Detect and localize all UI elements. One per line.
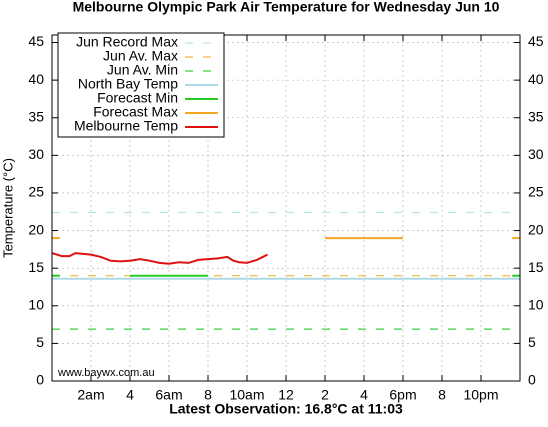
x-tick-label: 4 [360, 387, 368, 403]
x-axis-label: Latest Observation: 16.8°C at 11:03 [169, 401, 403, 417]
legend-label: Forecast Min [97, 90, 178, 106]
y2-tick-label: 25 [528, 184, 544, 200]
y-tick-label: 40 [28, 71, 44, 87]
x-tick-label: 10pm [463, 387, 498, 403]
y2-tick-label: 45 [528, 33, 544, 49]
plot-frame [51, 34, 521, 382]
y-tick-label: 45 [28, 33, 44, 49]
legend-label: Jun Av. Max [103, 48, 178, 64]
y2-tick-label: 5 [528, 334, 536, 350]
series-line [51, 252, 268, 265]
y-tick-label: 10 [28, 296, 44, 312]
y2-tick-label: 35 [528, 108, 544, 124]
x-tick-label: 2am [77, 387, 104, 403]
legend-label: Jun Record Max [76, 34, 178, 50]
y2-tick-label: 15 [528, 259, 544, 275]
x-tick-label: 2 [321, 387, 329, 403]
y2-tick-label: 40 [528, 71, 544, 87]
y2-tick-label: 10 [528, 296, 544, 312]
x-tick-label: 8 [438, 387, 446, 403]
y-tick-label: 20 [28, 221, 44, 237]
x-tick-label: 12 [278, 387, 294, 403]
legend-label: Forecast Max [93, 104, 178, 120]
y2-tick-label: 30 [528, 146, 544, 162]
y-tick-label: 25 [28, 184, 44, 200]
y2-tick-label: 0 [528, 372, 536, 388]
watermark: www.baywx.com.au [57, 367, 155, 379]
x-tick-label: 10am [229, 387, 264, 403]
legend-label: Jun Av. Min [107, 62, 178, 78]
legend-label: North Bay Temp [78, 76, 178, 92]
y-tick-label: 5 [36, 334, 44, 350]
chart-title: Melbourne Olympic Park Air Temperature f… [73, 0, 500, 15]
y2-tick-label: 20 [528, 221, 544, 237]
x-tick-label: 4 [126, 387, 134, 403]
x-tick-label: 6am [155, 387, 182, 403]
x-tick-label: 6pm [389, 387, 416, 403]
y-tick-label: 0 [36, 372, 44, 388]
y-tick-label: 35 [28, 108, 44, 124]
y-tick-label: 30 [28, 146, 44, 162]
legend-label: Melbourne Temp [74, 118, 178, 134]
x-tick-label: 8 [204, 387, 212, 403]
y-tick-label: 15 [28, 259, 44, 275]
y-axis-label: Temperature (°C) [0, 158, 15, 258]
